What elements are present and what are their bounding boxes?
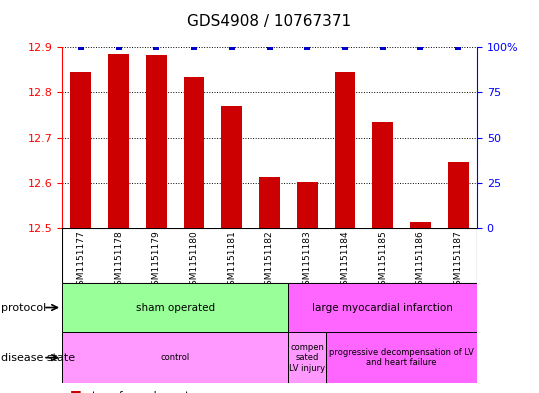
Text: progressive decompensation of LV
and heart failure: progressive decompensation of LV and hea… — [329, 348, 474, 367]
Bar — [62, 332, 288, 383]
Point — [265, 44, 274, 50]
Point — [227, 44, 236, 50]
Bar — [108, 54, 129, 228]
Bar — [372, 122, 393, 228]
Text: protocol: protocol — [1, 303, 46, 312]
Text: GSM1151181: GSM1151181 — [227, 231, 236, 292]
Bar — [288, 332, 326, 383]
Bar — [326, 332, 477, 383]
Text: GSM1151183: GSM1151183 — [303, 231, 312, 292]
Bar — [222, 107, 242, 228]
Text: GSM1151178: GSM1151178 — [114, 231, 123, 292]
Bar — [448, 162, 468, 228]
Text: sham operated: sham operated — [136, 303, 215, 312]
Bar — [335, 72, 355, 228]
Point — [152, 44, 161, 50]
Point — [416, 44, 425, 50]
Text: disease state: disease state — [1, 353, 75, 363]
Text: control: control — [161, 353, 190, 362]
Bar — [71, 72, 91, 228]
Text: large myocardial infarction: large myocardial infarction — [312, 303, 453, 312]
Point — [303, 44, 312, 50]
Point — [378, 44, 387, 50]
Text: ■: ■ — [70, 388, 82, 393]
Bar — [184, 77, 204, 228]
Text: GSM1151185: GSM1151185 — [378, 231, 387, 292]
Text: compen
sated
LV injury: compen sated LV injury — [289, 343, 326, 373]
Bar — [146, 55, 167, 228]
Bar — [297, 182, 317, 228]
Text: GSM1151177: GSM1151177 — [77, 231, 85, 292]
Point — [341, 44, 349, 50]
Text: GSM1151184: GSM1151184 — [341, 231, 349, 291]
Text: GDS4908 / 10767371: GDS4908 / 10767371 — [188, 14, 351, 29]
Text: transformed count: transformed count — [92, 391, 189, 393]
Text: GSM1151180: GSM1151180 — [190, 231, 198, 292]
Bar — [288, 283, 477, 332]
Point — [454, 44, 462, 50]
Text: GSM1151182: GSM1151182 — [265, 231, 274, 291]
Point — [190, 44, 198, 50]
Point — [77, 44, 85, 50]
Bar — [62, 283, 288, 332]
Point — [114, 44, 123, 50]
Bar — [410, 222, 431, 228]
Bar — [259, 177, 280, 228]
Text: GSM1151186: GSM1151186 — [416, 231, 425, 292]
Text: GSM1151187: GSM1151187 — [454, 231, 462, 292]
Text: GSM1151179: GSM1151179 — [152, 231, 161, 292]
